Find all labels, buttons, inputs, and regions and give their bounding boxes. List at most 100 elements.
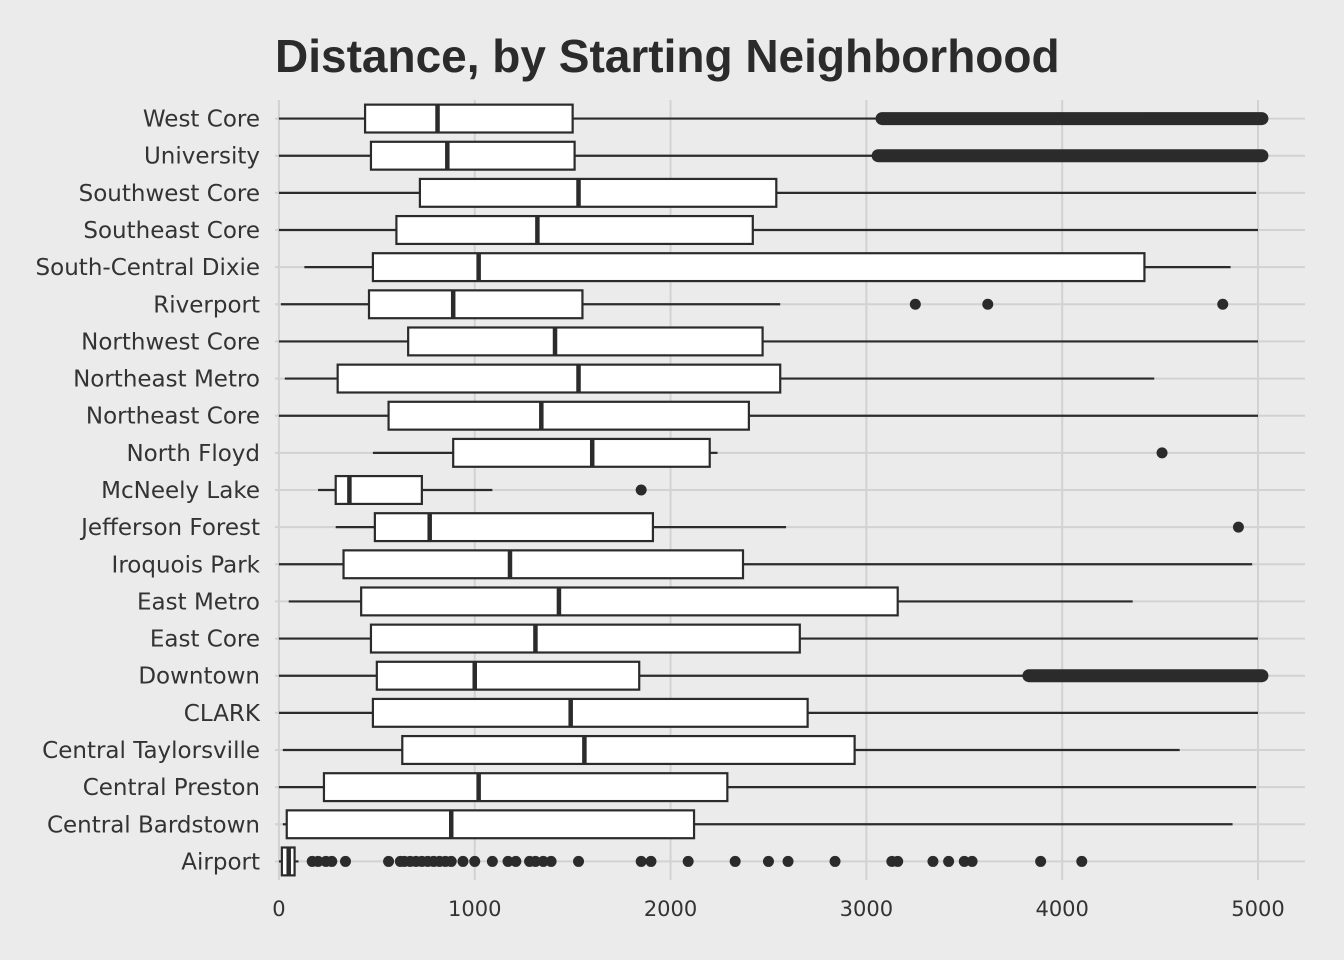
outlier-point-airport-25 [573,855,585,867]
y-tick-label-northwest-core: Northwest Core [81,329,260,355]
outlier-point-airport-1 [312,855,324,867]
outlier-point-airport-19 [502,855,514,867]
y-tick-label-east-metro: East Metro [137,589,260,615]
y-axis-labels: West Core University Southwest Core Southea… [36,107,261,876]
outlier-point-airport-16 [457,855,469,867]
box-riverport [280,289,1229,320]
outlier-point-airport-38 [966,855,978,867]
y-tick-label-university: University [144,144,260,170]
iqr-box-east-metro [360,586,899,617]
outlier-point-airport-30 [762,855,774,867]
outlier-point-airport-28 [682,855,694,867]
y-tick-label-southwest-core: Southwest Core [79,181,260,207]
outlier-point-airport-31 [782,855,794,867]
y-tick-label-riverport: Riverport [153,292,260,318]
box-southeast-core [278,214,1259,246]
box-central-bardstown [282,809,1233,840]
outlier-point-airport-5 [383,855,395,867]
outlier-point-mcneely-lake-0 [635,484,647,496]
iqr-box-northeast-core [387,400,750,431]
outlier-point-airport-23 [537,855,549,867]
outlier-point-airport-32 [829,855,841,867]
y-tick-label-central-taylorsville: Central Taylorsville [42,738,260,764]
iqr-box-clark [371,697,809,728]
iqr-box-southwest-core [418,177,778,208]
y-tick-label-west-core: West Core [143,107,260,133]
outlier-point-airport-3 [326,855,338,867]
x-tick-label-4000: 4000 [1035,897,1088,921]
y-tick-label-north-floyd: North Floyd [126,441,260,467]
y-tick-label-airport: Airport [181,849,260,875]
iqr-box-university [369,140,576,171]
x-axis-labels: 0 1000 2000 3000 4000 5000 [272,897,1285,921]
outlier-point-airport-17 [469,855,481,867]
box-university [278,140,1269,171]
box-north-floyd [372,437,1168,468]
box-mcneely-lake [318,474,647,506]
iqr-box-west-core [363,103,574,134]
iqr-box-east-core [369,623,801,654]
x-tick-label-1000: 1000 [448,897,501,921]
outlier-point-airport-36 [943,855,955,867]
outlier-point-jefferson-forest-0 [1232,521,1244,533]
iqr-box-jefferson-forest [373,512,655,543]
outlier-point-airport-26 [635,855,647,867]
y-tick-label-clark: CLARK [184,701,261,727]
y-tick-label-jefferson-forest: Jefferson Forest [79,515,260,541]
y-tick-label-south-central-dixie: South-Central Dixie [36,255,260,281]
box-west-core [278,103,1269,134]
y-tick-label-northeast-metro: Northeast Metro [73,367,260,393]
outlier-point-airport-4 [339,855,351,867]
x-tick-label-2000: 2000 [644,897,697,921]
box-east-metro [288,586,1133,617]
y-tick-label-central-bardstown: Central Bardstown [47,812,260,838]
y-tick-label-southeast-core: Southeast Core [83,218,260,244]
outlier-point-airport-35 [927,855,939,867]
iqr-box-central-preston [322,772,729,803]
iqr-box-southeast-core [395,214,754,246]
iqr-box-central-bardstown [285,809,696,840]
box-central-preston [278,772,1257,803]
outlier-point-airport-34 [892,855,904,867]
y-tick-label-central-preston: Central Preston [83,775,260,801]
outlier-point-airport-37 [958,855,970,867]
iqr-box-riverport [367,289,584,320]
boxes-layer [278,103,1269,877]
box-clark [278,697,1259,728]
outlier-point-airport-22 [529,855,541,867]
x-tick-label-3000: 3000 [840,897,893,921]
box-northeast-core [278,400,1259,431]
outlier-point-airport-29 [729,855,741,867]
outlier-point-riverport-2 [1217,298,1229,310]
outlier-point-airport-39 [1035,855,1047,867]
outlier-point-airport-18 [486,855,498,867]
iqr-box-downtown [375,660,641,691]
box-jefferson-forest [335,512,1244,543]
box-downtown [278,660,1269,691]
iqr-box-mcneely-lake [334,474,423,506]
box-south-central-dixie [304,252,1231,283]
y-tick-label-iroquois-park: Iroquois Park [112,552,261,578]
iqr-box-north-floyd [452,437,711,468]
y-tick-label-east-core: East Core [150,627,260,653]
outlier-point-riverport-0 [909,298,921,310]
chart-title: Distance, by Starting Neighborhood [275,30,1060,82]
box-southwest-core [278,177,1257,208]
box-central-taylorsville [282,734,1180,766]
x-tick-label-5000: 5000 [1231,897,1284,921]
y-tick-label-northeast-core: Northeast Core [86,404,260,430]
iqr-box-northeast-metro [336,363,782,394]
outlier-point-riverport-1 [982,298,994,310]
box-east-core [278,623,1259,654]
y-tick-label-mcneely-lake: McNeely Lake [101,478,260,504]
box-iroquois-park [278,549,1253,580]
iqr-box-iroquois-park [342,549,745,580]
outlier-point-airport-20 [510,855,522,867]
box-northeast-metro [284,363,1155,394]
iqr-box-south-central-dixie [371,252,1146,283]
y-tick-label-downtown: Downtown [138,664,260,690]
box-airport [278,846,1088,877]
outlier-point-airport-15 [445,855,457,867]
outlier-point-airport-40 [1076,855,1088,867]
